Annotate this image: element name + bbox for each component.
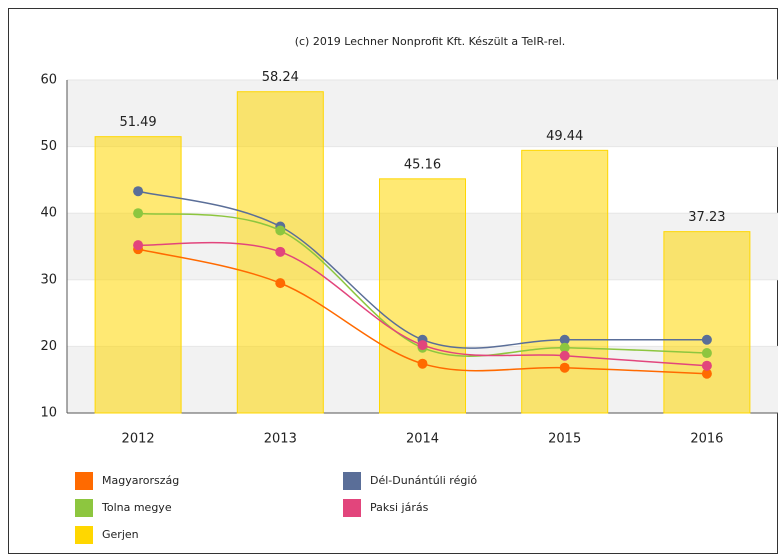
y-tick-label: 60 <box>40 73 57 88</box>
legend-swatch <box>75 526 93 544</box>
legend-swatch <box>343 472 361 490</box>
legend-label: Magyarország <box>102 474 179 487</box>
bar <box>379 178 466 414</box>
x-tick-label: 2015 <box>548 432 581 447</box>
point <box>701 348 712 359</box>
point <box>417 340 428 351</box>
bar-value-label: 58.24 <box>262 70 299 85</box>
legend-label: Gerjen <box>102 528 139 541</box>
point <box>701 334 712 345</box>
x-tick-label: 2016 <box>690 432 723 447</box>
y-tick-label: 30 <box>40 272 57 287</box>
point <box>275 225 286 236</box>
chart-title: (c) 2019 Lechner Nonprofit Kft. Készült … <box>295 35 566 48</box>
bar-value-label: 45.16 <box>404 157 441 172</box>
bar-value-label: 37.23 <box>688 210 725 225</box>
legend-label: Tolna megye <box>101 501 172 514</box>
point <box>133 208 144 219</box>
y-tick-label: 20 <box>40 339 57 354</box>
bar <box>521 149 609 414</box>
y-tick-label: 10 <box>40 406 57 421</box>
bar <box>94 136 182 414</box>
point <box>701 368 712 379</box>
point <box>559 334 570 345</box>
point <box>559 350 570 361</box>
y-tick-label: 40 <box>40 206 57 221</box>
y-tick-label: 50 <box>40 139 57 154</box>
point <box>133 186 144 197</box>
legend-swatch <box>75 499 93 517</box>
x-tick-label: 2013 <box>264 432 297 447</box>
legend-label: Dél-Dunántúli régió <box>370 474 477 487</box>
x-tick-label: 2012 <box>122 432 155 447</box>
point <box>275 278 286 289</box>
bar-value-label: 51.49 <box>119 115 156 130</box>
point <box>133 240 144 251</box>
legend-swatch <box>75 472 93 490</box>
point <box>275 246 286 257</box>
point <box>417 358 428 369</box>
point <box>559 362 570 373</box>
x-tick-label: 2014 <box>406 432 439 447</box>
bar-value-label: 49.44 <box>546 129 583 144</box>
bar <box>663 231 751 414</box>
legend-label: Paksi járás <box>370 501 429 514</box>
point <box>559 342 570 353</box>
legend-swatch <box>343 499 361 517</box>
point <box>701 360 712 371</box>
grid-band <box>67 80 778 147</box>
